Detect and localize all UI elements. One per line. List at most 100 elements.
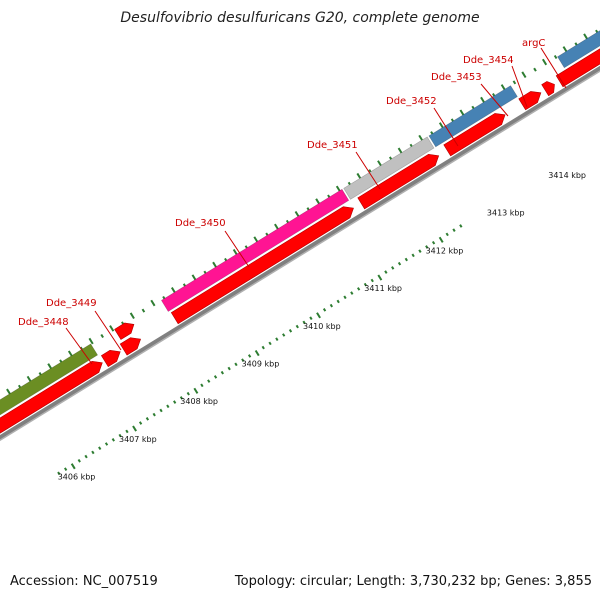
gene-box [160,188,350,312]
leader-line [355,151,381,190]
inner-tick [329,303,334,308]
inner-tick [391,266,395,270]
inner-tick [431,240,436,245]
inner-tick [193,387,199,394]
inner-tick [166,404,170,409]
outer-tick [583,33,589,40]
outer-tick [377,160,383,167]
inner-tick [370,278,374,283]
inner-tick [282,333,286,337]
inner-tick [268,341,272,346]
inner-tick [125,429,129,434]
outer-tick [459,109,465,117]
inner-tick [295,324,299,329]
inner-tick [234,362,238,367]
inner-tick [452,228,456,232]
genome-stats-text: Topology: circular; Length: 3,730,232 bp… [234,574,592,589]
kbp-label: 3406 kbp [58,473,96,482]
outer-tick [553,54,558,59]
inner-tick [159,408,163,413]
outer-tick [47,363,53,370]
inner-tick [309,316,313,321]
inner-tick [261,345,265,350]
inner-tick [91,450,95,455]
kbp-label: 3408 kbp [180,397,218,406]
inner-tick [397,261,402,266]
inner-tick [377,274,383,281]
outer-tick [512,80,517,85]
accession-text: Accession: NC_007519 [10,574,158,589]
inner-tick [138,421,143,425]
inner-tick [247,354,252,358]
gene-arrow [114,322,135,340]
outer-tick [141,308,146,313]
inner-tick [336,299,340,304]
gene-label: Dde_3450 [175,218,226,229]
cds-arrow [357,153,440,210]
gene-box [0,343,99,416]
inner-tick [64,467,68,471]
outer-tick [521,71,527,79]
cds-arrow [0,360,103,434]
inner-tick [425,245,429,249]
inner-tick [302,320,306,325]
kbp-label: 3414 kbp [548,171,586,180]
outer-tick [274,223,280,231]
inner-tick [70,463,76,470]
gene-label: Dde_3449 [46,298,97,309]
outer-tick [418,134,424,142]
kbp-label: 3412 kbp [426,246,464,255]
inner-tick [145,417,150,421]
outer-tick [88,337,94,345]
inner-tick [98,446,102,451]
inner-tick [404,257,408,262]
outer-tick [533,67,537,72]
inner-tick-marks [57,224,463,476]
cds-arrow [555,48,600,88]
inner-tick [173,400,177,404]
leader-line [540,47,567,89]
cds-arrow [170,206,354,325]
inner-tick [438,236,444,243]
backbone [0,65,600,442]
leader-line [511,65,528,108]
map-title: Desulfovibrio desulfuricans G20, complet… [120,10,480,26]
leader-line [65,327,93,365]
inner-tick [384,270,388,274]
inner-tick [118,433,122,438]
inner-tick [104,442,109,446]
outer-tick [541,58,548,66]
inner-tick [111,438,115,442]
gene-labels: Dde_3448 Dde_3449 Dde_3450 Dde_3451 Dde_3452… [18,38,545,328]
cds-track [0,48,600,434]
gene-label: Dde_3451 [307,140,358,151]
gene-label: Dde_3452 [386,96,437,107]
kbp-label: 3409 kbp [242,360,280,369]
inner-tick [459,224,463,228]
outer-tick [356,172,362,180]
outer-tick [100,333,104,339]
inner-tick [213,375,218,379]
kbp-label: 3410 kbp [303,322,341,331]
inner-tick [322,308,327,312]
inner-tick [132,425,137,432]
leader-line [480,83,509,117]
gene-box [343,136,435,200]
outer-tick [212,261,218,269]
outer-tick [26,375,32,383]
label-leaders [65,47,567,365]
inner-tick [227,366,231,371]
inner-tick [350,291,354,295]
backbone-line [0,65,600,440]
cds-arrow [119,337,142,356]
inner-tick [241,358,245,362]
outer-tick [480,96,486,104]
gene-label: Dde_3448 [18,317,69,328]
inner-tick [186,391,190,396]
kbp-label: 3407 kbp [119,435,157,444]
inner-tick [220,370,224,375]
gene-label: Dde_3454 [463,55,514,66]
inner-tick [356,287,361,291]
gene-label: Dde_3453 [431,72,482,83]
